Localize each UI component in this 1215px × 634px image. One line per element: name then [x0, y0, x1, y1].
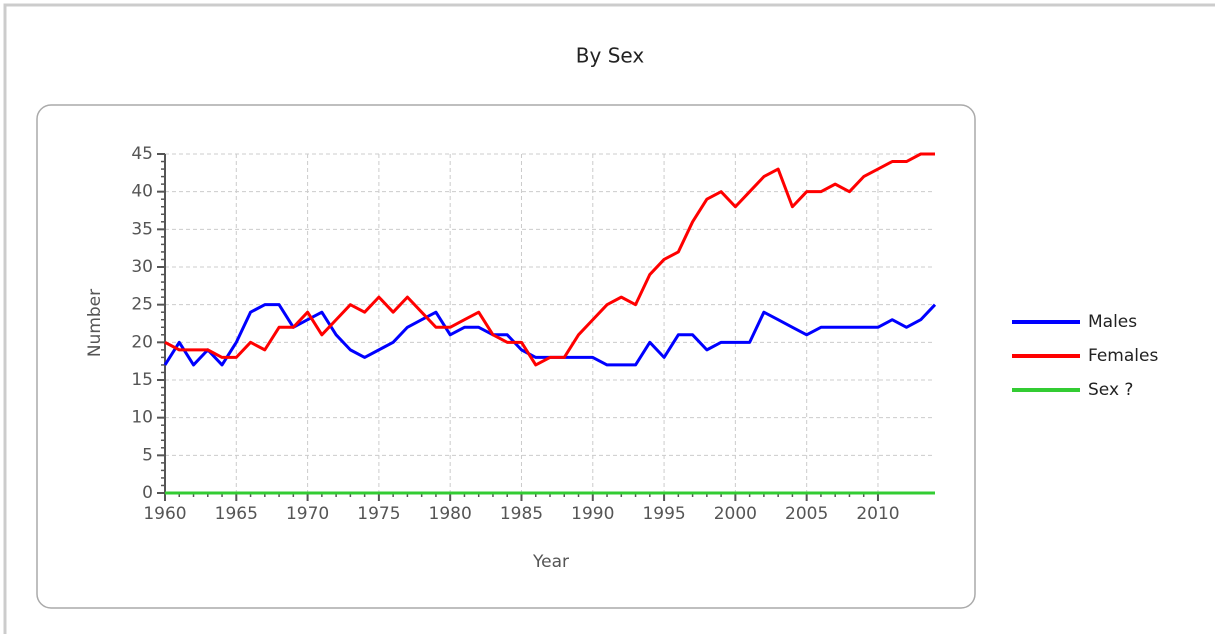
y-tick-label: 25 — [131, 295, 153, 315]
x-tick-label: 1990 — [571, 504, 614, 524]
y-tick-label: 15 — [131, 370, 153, 390]
legend-label: Sex ? — [1088, 380, 1133, 400]
legend-label: Males — [1088, 312, 1137, 332]
x-axis-label: Year — [532, 552, 569, 572]
x-tick-label: 1965 — [215, 504, 258, 524]
y-tick-label: 0 — [142, 483, 153, 503]
x-tick-label: 1995 — [642, 504, 685, 524]
x-tick-label: 2000 — [714, 504, 757, 524]
x-tick-label: 1975 — [357, 504, 400, 524]
plot-frame — [36, 104, 976, 609]
y-tick-label: 5 — [142, 445, 153, 465]
y-tick-label: 20 — [131, 332, 153, 352]
x-tick-label: 1970 — [286, 504, 329, 524]
x-tick-label: 2005 — [785, 504, 828, 524]
y-tick-label: 45 — [131, 144, 153, 164]
y-axis-label: Number — [85, 289, 105, 357]
series-line — [164, 152, 935, 367]
y-tick-label: 40 — [131, 182, 153, 202]
y-tick-label: 35 — [131, 219, 153, 239]
x-tick-label: 1985 — [500, 504, 543, 524]
x-tick-label: 1980 — [429, 504, 472, 524]
x-tick-label: 1960 — [143, 504, 186, 524]
page-frame — [3, 3, 1215, 634]
x-tick-label: 2010 — [856, 504, 899, 524]
chart-title: By Sex — [576, 44, 645, 68]
y-tick-label: 30 — [131, 257, 153, 277]
legend-label: Females — [1088, 346, 1158, 366]
y-tick-label: 10 — [131, 408, 153, 428]
